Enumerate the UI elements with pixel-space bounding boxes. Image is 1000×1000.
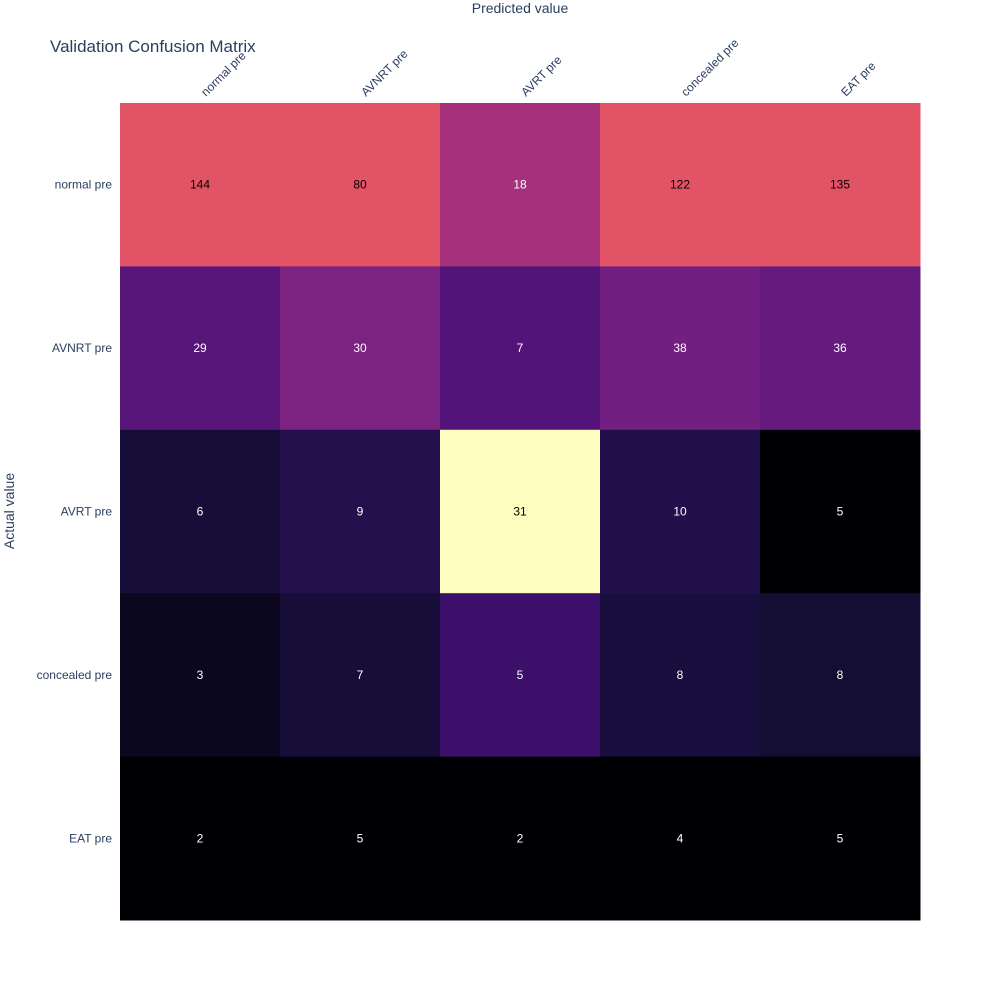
cell-value-label: 8 <box>677 668 684 682</box>
heatmap-cell <box>280 429 441 594</box>
heatmap-cell <box>280 103 441 267</box>
cell-value-label: 135 <box>830 178 850 192</box>
x-axis-ticks: normal pre AVNRT pre AVRT pre concealed pre… <box>198 36 878 99</box>
y-tick-label: normal pre <box>55 178 113 192</box>
cell-value-label: 144 <box>190 178 210 192</box>
y-tick-label: concealed pre <box>37 668 113 682</box>
heatmap-cell <box>120 756 281 921</box>
y-axis-ticks: normal pre AVNRT pre AVRT pre concealed pre… <box>37 178 113 846</box>
heatmap-cell <box>280 266 441 431</box>
heatmap-cell <box>600 103 761 267</box>
cell-value-label: 30 <box>353 341 367 355</box>
cell-value-label: 8 <box>837 668 844 682</box>
heatmap-cell <box>760 593 921 758</box>
cell-value-label: 5 <box>357 831 364 845</box>
x-tick-label: AVNRT pre <box>358 47 411 100</box>
cell-value-label: 31 <box>513 505 527 519</box>
cell-value-label: 29 <box>193 341 207 355</box>
chart-title: Validation Confusion Matrix <box>50 37 256 56</box>
cell-value-label: 7 <box>517 341 524 355</box>
cell-value-label: 5 <box>517 668 524 682</box>
heatmap-cell <box>760 103 921 267</box>
heatmap-cell <box>760 266 921 431</box>
heatmap-cell <box>280 756 441 921</box>
cell-value-label: 5 <box>837 505 844 519</box>
heatmap-cell <box>600 429 761 594</box>
x-tick-label: concealed pre <box>678 36 741 99</box>
cell-value-label: 3 <box>197 668 204 682</box>
y-tick-label: AVRT pre <box>61 505 113 519</box>
heatmap-cell <box>760 429 921 594</box>
y-tick-label: EAT pre <box>69 831 112 845</box>
cell-value-label: 7 <box>357 668 364 682</box>
cell-value-label: 2 <box>517 831 524 845</box>
heatmap-cell-labels: 144 29 6 3 2 80 30 9 7 5 18 7 31 5 2 122 38 10 8 4 135 36 5 8 5 <box>190 178 850 846</box>
x-tick-label: normal pre <box>198 48 249 99</box>
heatmap-cell <box>280 593 441 758</box>
heatmap-cell <box>600 593 761 758</box>
heatmap-cell <box>120 429 281 594</box>
heatmap-cell <box>440 593 601 758</box>
cell-value-label: 10 <box>673 505 687 519</box>
heatmap-cell <box>120 103 281 267</box>
cell-value-label: 2 <box>197 831 204 845</box>
cell-value-label: 36 <box>833 341 847 355</box>
cell-value-label: 80 <box>353 178 367 192</box>
cell-value-label: 9 <box>357 505 364 519</box>
x-tick-label: EAT pre <box>838 59 878 99</box>
cell-value-label: 122 <box>670 178 690 192</box>
heatmap-cell <box>120 593 281 758</box>
cell-value-label: 4 <box>677 831 684 845</box>
heatmap-cell <box>440 266 601 431</box>
cell-value-label: 6 <box>197 505 204 519</box>
heatmap-cell <box>600 756 761 921</box>
cell-value-label: 38 <box>673 341 687 355</box>
y-tick-label: AVNRT pre <box>52 341 112 355</box>
heatmap-cells <box>120 103 921 921</box>
heatmap-cell <box>440 756 601 921</box>
heatmap-cell <box>760 756 921 921</box>
cell-value-label: 5 <box>837 831 844 845</box>
x-axis-title: Predicted value <box>472 0 569 16</box>
heatmap-cell <box>600 266 761 431</box>
heatmap-cell <box>440 103 601 267</box>
cell-value-label: 18 <box>513 178 527 192</box>
heatmap-cell <box>440 429 601 594</box>
y-axis-title: Actual value <box>1 473 17 549</box>
heatmap-cell <box>120 266 281 431</box>
x-tick-label: AVRT pre <box>518 53 564 99</box>
